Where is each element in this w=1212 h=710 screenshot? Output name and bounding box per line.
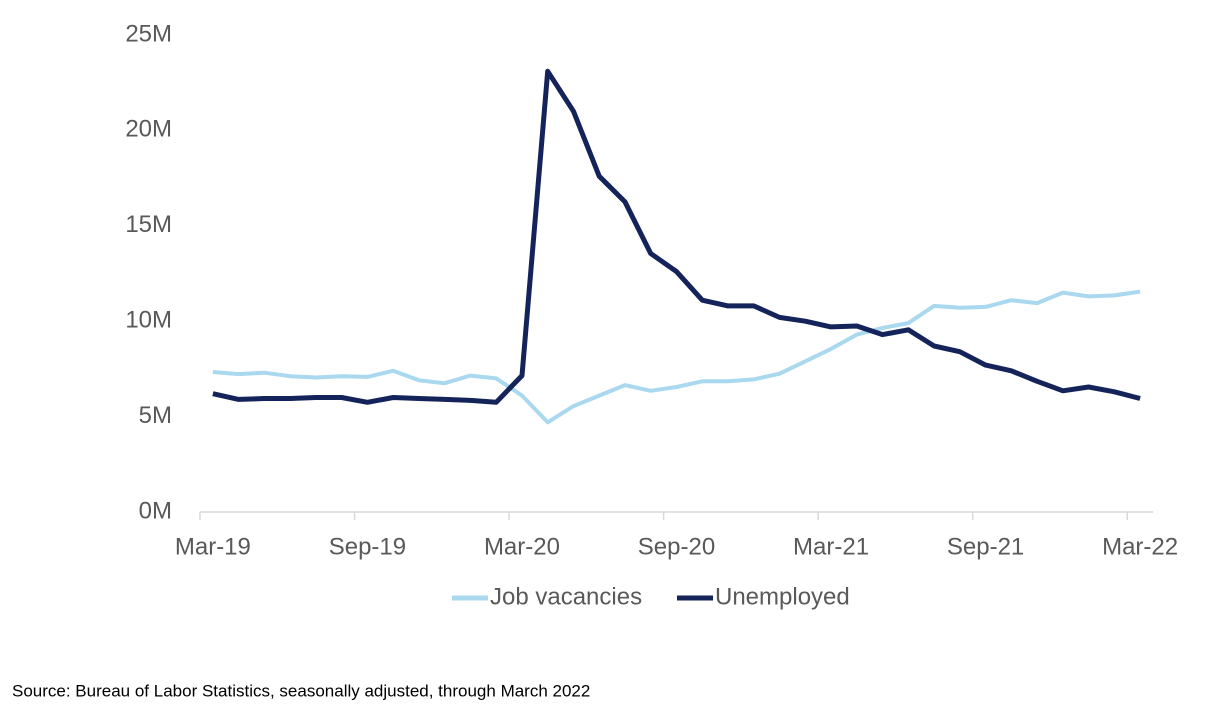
y-tick-label: 20M xyxy=(125,116,172,143)
y-tick-label: 15M xyxy=(125,211,172,238)
y-tick-label: 5M xyxy=(139,402,172,429)
x-tick-label: Sep-19 xyxy=(329,533,406,560)
source-note: Source: Bureau of Labor Statistics, seas… xyxy=(12,681,590,700)
y-tick-label: 0M xyxy=(139,497,172,524)
x-tick-label: Mar-21 xyxy=(793,533,869,560)
x-tick-label: Sep-20 xyxy=(638,533,715,560)
x-tick-label: Mar-19 xyxy=(175,533,251,560)
legend-label: Job vacancies xyxy=(490,583,642,610)
legend-label: Unemployed xyxy=(715,583,850,610)
x-tick-label: Sep-21 xyxy=(947,533,1024,560)
y-tick-label: 25M xyxy=(125,20,172,47)
series-line xyxy=(212,68,1141,405)
y-tick-label: 10M xyxy=(125,307,172,334)
series-line xyxy=(212,289,1141,425)
x-tick-label: Mar-22 xyxy=(1102,533,1178,560)
x-tick-label: Mar-20 xyxy=(484,533,560,560)
